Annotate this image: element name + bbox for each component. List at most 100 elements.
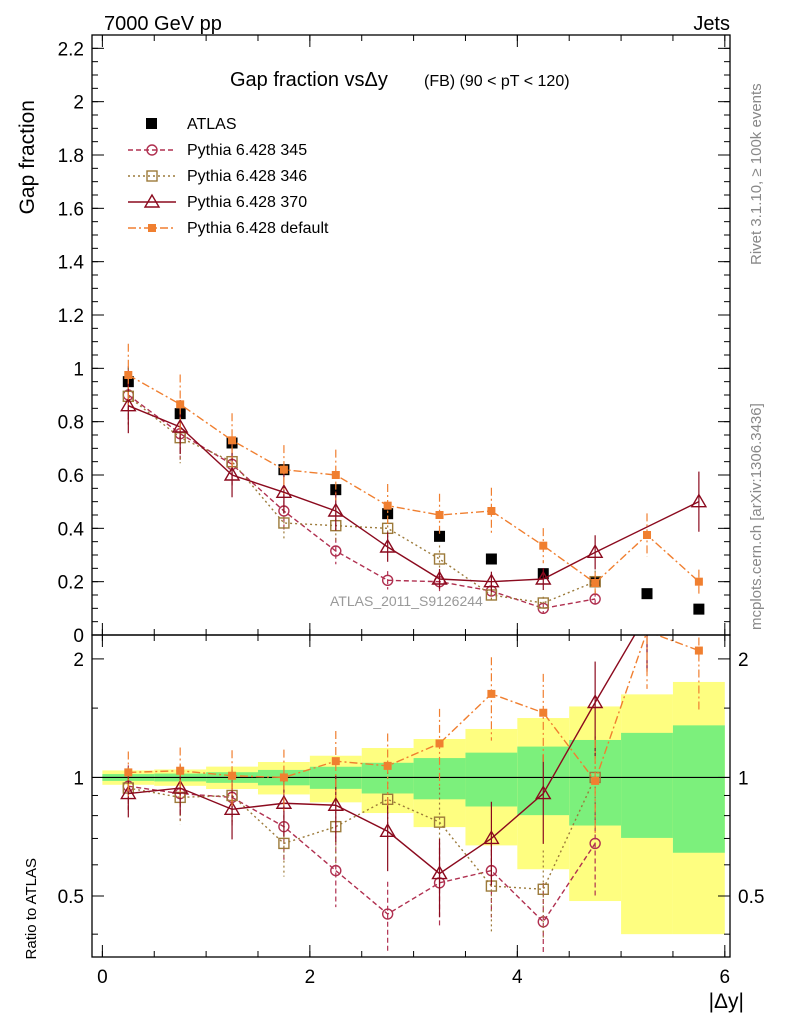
ratio-series-3 — [124, 635, 703, 835]
point-s3-3 — [275, 483, 293, 499]
ratio-point-3-2 — [228, 771, 237, 780]
ratio-point-2-2 — [223, 800, 241, 816]
legend-marker-2 — [146, 170, 158, 182]
axes-layer: 0 0.2 0.4 0.6 0.8 1 1.2 1.4 1.6 1.8 2 2.2 0.5 0.5 1 1 2 2… — [58, 34, 764, 988]
series-1 — [122, 366, 601, 615]
point-s2-3 — [278, 517, 290, 529]
point-s4-4 — [331, 471, 340, 479]
series-line-2 — [127, 395, 596, 604]
point-s4-3 — [279, 465, 288, 474]
header-left: 7000 GeV pp — [104, 13, 222, 35]
legend-label-345: Pythia 6.428 345 — [187, 142, 307, 159]
ytick-label-4: 0.8 — [58, 413, 84, 434]
ratio-point-3-6 — [435, 739, 444, 748]
ratio-line-3 — [128, 635, 700, 783]
series-line-3 — [128, 405, 700, 583]
ratio-line-0 — [128, 785, 596, 923]
ratio-point-2-8 — [535, 785, 552, 800]
ytick-label-3: 0.6 — [58, 466, 84, 487]
series-4 — [124, 343, 703, 594]
ratio-point-2-7 — [483, 830, 500, 845]
header-right: Jets — [693, 13, 730, 35]
ratio-point-3-0 — [124, 768, 133, 777]
xtick-label-0: 0 — [97, 967, 108, 988]
analysis-label: ATLAS_2011_S9126244 — [330, 593, 483, 609]
ratio-point-1-8 — [537, 883, 549, 895]
point-s3-4 — [327, 502, 345, 517]
ratio-point-3-4 — [331, 757, 340, 766]
ratio-line-2 — [128, 635, 636, 875]
point-s4-11 — [694, 577, 703, 586]
legend-entry-345: Pythia 6.428 345 — [128, 142, 307, 159]
ratio-point-2-4 — [327, 796, 345, 811]
point-s3-0 — [120, 397, 137, 412]
ytick-label-2: 0.4 — [58, 519, 85, 540]
point-s3-1 — [171, 418, 189, 433]
point-s1-9 — [589, 593, 601, 605]
ytick-label-5: 1 — [73, 359, 84, 380]
ratio-point-3-1 — [176, 766, 185, 775]
rtick-label-2: 2 — [73, 650, 84, 671]
point-s0-10 — [641, 588, 653, 600]
band-inner-10 — [621, 732, 673, 838]
rtick-label-right-2: 2 — [738, 650, 749, 671]
point-s3-2 — [223, 466, 241, 481]
series-3 — [120, 378, 708, 592]
series-line-4 — [127, 374, 700, 584]
point-s4-5 — [383, 501, 392, 510]
point-s4-1 — [176, 400, 185, 409]
band-inner-7 — [465, 752, 518, 807]
ratio-axis-label: Ratio to ATLAS — [23, 858, 40, 959]
point-s0-11 — [693, 603, 705, 615]
ratio-point-2-9 — [586, 694, 604, 709]
legend-label-default: Pythia 6.428 default — [187, 220, 329, 237]
point-s1-4 — [330, 545, 342, 557]
legend-entry-atlas: ATLAS — [146, 116, 237, 133]
ratio-point-3-7 — [487, 689, 496, 698]
point-s2-6 — [433, 553, 446, 565]
ratio-point-3-10 — [643, 635, 652, 636]
lower-panel-series — [92, 607, 730, 953]
rivet-label: Rivet 3.1.10, ≥ 100k events — [748, 83, 765, 265]
xtick-label-2: 4 — [512, 967, 523, 988]
ytick-label-1: 0.2 — [58, 573, 84, 594]
legend-entry-default: Pythia 6.428 default — [128, 220, 329, 237]
ratio-point-2-5 — [379, 822, 396, 837]
chart-title: Gap fraction vsΔy — [230, 69, 388, 91]
upper-panel-series — [120, 343, 708, 615]
rtick-label-0: 0.5 — [58, 887, 84, 908]
point-s0-5 — [382, 508, 394, 520]
legend: ATLAS Pythia 6.428 345 Pythia 6.428 346 … — [128, 116, 329, 237]
ytick-label-0: 0 — [73, 626, 84, 647]
rtick-label-right-1: 1 — [738, 768, 749, 789]
legend-label-atlas: ATLAS — [187, 116, 237, 133]
point-s2-8 — [537, 597, 549, 609]
point-s4-6 — [435, 511, 444, 519]
ratio-point-3-5 — [383, 761, 392, 770]
lower-frame — [91, 634, 731, 958]
xtick-label-1: 2 — [305, 967, 316, 988]
mcplots-label: mcplots.cern.ch [arXiv:1306.3436] — [748, 403, 765, 630]
ytick-label-6: 1.2 — [58, 306, 84, 327]
legend-marker-1 — [146, 144, 158, 156]
point-s3-9 — [586, 543, 604, 559]
point-s4-9 — [591, 579, 600, 587]
point-s3-7 — [483, 573, 500, 588]
ratio-point-1-6 — [433, 816, 446, 828]
legend-label-346: Pythia 6.428 346 — [187, 168, 307, 185]
point-s3-5 — [379, 538, 396, 553]
legend-marker-4 — [148, 224, 156, 232]
legend-marker-3 — [143, 193, 161, 208]
series-layer — [92, 343, 730, 953]
ytick-label-10: 2 — [73, 93, 84, 114]
chart-title-sub: (FB) (90 < pT < 120) — [424, 73, 570, 90]
ratio-point-1-3 — [278, 837, 290, 850]
ytick-label-11: 2.2 — [58, 39, 84, 60]
ratio-point-2-10 — [640, 607, 654, 619]
ratio-point-0-4 — [330, 864, 342, 877]
series-2 — [122, 367, 601, 610]
point-s1-5 — [381, 574, 394, 587]
band-inner-11 — [672, 725, 725, 853]
ytick-label-9: 1.8 — [58, 146, 84, 167]
